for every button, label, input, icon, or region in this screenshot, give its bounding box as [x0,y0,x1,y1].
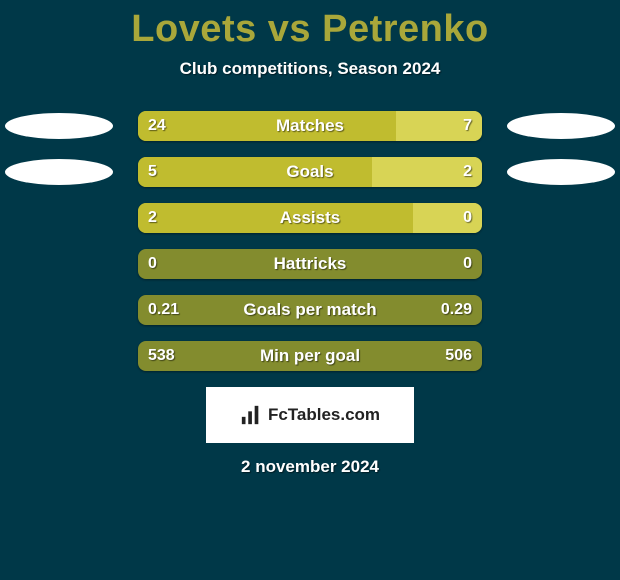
stat-row: Goals52 [0,157,620,187]
stat-row: Min per goal538506 [0,341,620,371]
stat-row: Goals per match0.210.29 [0,295,620,325]
footer-brand-text: FcTables.com [268,405,380,425]
page-title: Lovets vs Petrenko [0,0,620,51]
title-vs: vs [268,8,322,50]
player-right-name: Petrenko [322,8,489,50]
stat-bar-track [138,249,482,279]
stat-bar-right [413,203,482,233]
stat-bar-track [138,341,482,371]
stat-bar-track [138,157,482,187]
stat-bar-track [138,111,482,141]
stat-bar-right [396,111,482,141]
player-marker-left [5,159,113,185]
player-marker-left [5,113,113,139]
date-text: 2 november 2024 [0,457,620,477]
player-marker-right [507,159,615,185]
stat-bar-left [138,157,372,187]
footer-logo: FcTables.com [206,387,414,443]
stat-row: Hattricks00 [0,249,620,279]
stat-bar-right [372,157,482,187]
subtitle: Club competitions, Season 2024 [0,59,620,79]
stat-bar-track [138,295,482,325]
comparison-chart: Matches247 Goals52 Assists20 Hattricks00 Goa… [0,111,620,371]
stat-row: Matches247 [0,111,620,141]
stat-bar-left [138,111,396,141]
player-marker-right [507,113,615,139]
player-left-name: Lovets [131,8,256,50]
bar-chart-icon [240,404,262,426]
stat-bar-left [138,203,413,233]
stat-row: Assists20 [0,203,620,233]
stat-bar-track [138,203,482,233]
